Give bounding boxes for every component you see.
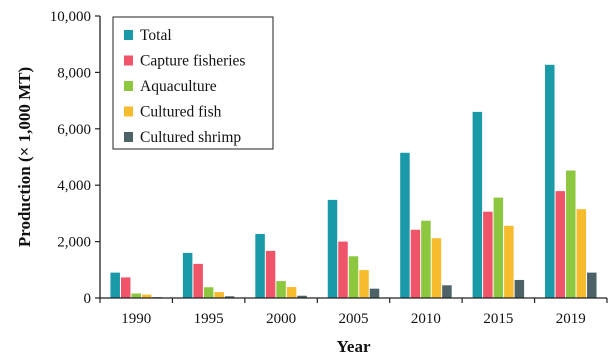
bar-capture-fisheries-1995	[193, 264, 203, 298]
x-tick-label: 2005	[339, 311, 369, 327]
bar-total-2000	[255, 234, 264, 298]
legend: Total Capture fisheries Aquaculture Culture…	[113, 17, 273, 149]
legend-label-cultured-fish: Cultured fish	[140, 104, 222, 121]
bar-cultured-fish-2015	[504, 226, 514, 298]
bar-capture-fisheries-2015	[483, 212, 493, 298]
x-tick-label: 2019	[556, 311, 586, 327]
bar-total-1990	[110, 273, 120, 298]
legend-swatch-cultured-shrimp	[124, 132, 133, 142]
bar-capture-fisheries-2010	[411, 230, 421, 298]
bar-cultured-fish-1995	[214, 292, 224, 298]
bar-total-2010	[400, 153, 410, 298]
bar-cultured-shrimp-2005	[370, 289, 380, 298]
bar-capture-fisheries-1990	[121, 277, 131, 298]
bar-aquaculture-2010	[421, 221, 431, 298]
y-tick-label: 10,000	[50, 9, 91, 25]
legend-swatch-aquaculture	[124, 81, 133, 91]
bar-cultured-shrimp-2019	[587, 273, 597, 298]
legend-label-aquaculture: Aquaculture	[140, 78, 217, 95]
legend-label-capture-fisheries: Capture fisheries	[140, 53, 245, 70]
y-axis-title: Production (× 1,000 MT)	[15, 67, 34, 247]
x-axis-title: Year	[337, 337, 371, 356]
x-tick-label: 1990	[121, 311, 151, 327]
y-tick-label: 8,000	[57, 65, 91, 81]
bar-aquaculture-2015	[494, 198, 504, 298]
bar-aquaculture-1990	[131, 293, 141, 298]
bar-total-2005	[328, 200, 338, 298]
bar-capture-fisheries-2000	[266, 251, 276, 298]
legend-swatch-capture-fisheries	[124, 56, 133, 66]
bar-cultured-fish-2010	[432, 238, 442, 298]
bar-capture-fisheries-2019	[556, 191, 566, 298]
bar-aquaculture-2019	[566, 171, 576, 298]
x-tick-label: 2000	[266, 311, 296, 327]
y-tick-label: 0	[84, 291, 92, 307]
bar-cultured-fish-2005	[359, 270, 369, 298]
bar-cultured-shrimp-2010	[442, 285, 452, 298]
y-tick-label: 2,000	[57, 235, 91, 251]
bar-cultured-shrimp-2015	[515, 280, 525, 298]
bar-total-1995	[183, 253, 193, 298]
bar-total-2019	[545, 65, 555, 298]
y-ticks-group: 0 2,000 4,000 6,000 8,000 10,000	[50, 9, 100, 307]
legend-label-total: Total	[140, 27, 172, 44]
bar-aquaculture-1995	[204, 287, 214, 298]
legend-swatch-total	[124, 30, 133, 40]
bar-capture-fisheries-2005	[338, 242, 348, 298]
x-ticks-group: 1990 1995 2000 2005 2010 2015 2019	[100, 298, 607, 327]
x-tick-label: 2015	[483, 311, 513, 327]
x-tick-label: 1995	[194, 311, 224, 327]
bar-aquaculture-2000	[276, 281, 286, 298]
y-tick-label: 4,000	[57, 178, 91, 194]
bar-cultured-fish-2019	[577, 209, 587, 298]
bar-total-2015	[473, 112, 483, 298]
legend-swatch-cultured-fish	[124, 107, 133, 117]
legend-label-cultured-shrimp: Cultured shrimp	[140, 129, 241, 146]
bar-aquaculture-2005	[349, 256, 359, 298]
x-tick-label: 2010	[411, 311, 441, 327]
bar-cultured-fish-2000	[287, 287, 297, 298]
y-tick-label: 6,000	[57, 122, 91, 138]
